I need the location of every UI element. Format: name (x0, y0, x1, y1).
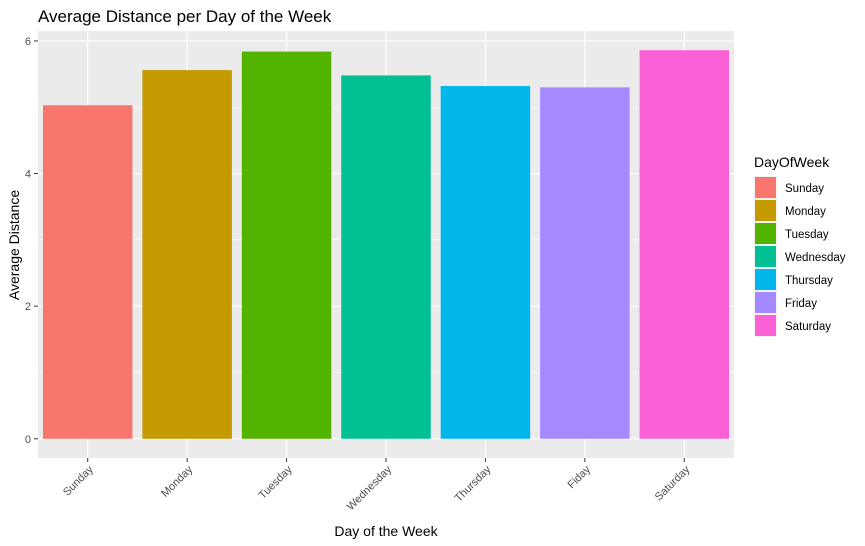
legend-label: Thursday (785, 275, 833, 287)
chart-title: Average Distance per Day of the Week (38, 7, 332, 26)
y-axis-title: Average Distance (6, 190, 22, 300)
legend-swatch (755, 200, 776, 221)
legend-swatch (755, 177, 776, 198)
x-tick-label: Tuesday (257, 463, 295, 501)
bar-saturday (639, 50, 730, 439)
legend-label: Sunday (785, 183, 824, 195)
legend: DayOfWeek Sunday Monday Tuesday Wednesday Th… (754, 154, 846, 337)
bars (42, 50, 730, 439)
bar-wednesday (341, 75, 431, 439)
x-tick-label: Fiday (565, 463, 593, 491)
y-tick-label: 0 (25, 434, 31, 446)
legend-swatch (755, 246, 776, 267)
y-tick-label: 6 (25, 36, 31, 48)
x-tick-label: Monday (159, 463, 196, 500)
legend-label: Friday (785, 298, 817, 310)
legend-swatch (755, 223, 776, 244)
y-tick-label: 4 (25, 169, 31, 181)
legend-swatch (755, 292, 776, 313)
legend-label: Tuesday (785, 229, 829, 241)
legend-label: Wednesday (785, 252, 846, 264)
legend-swatch (755, 315, 776, 336)
x-tick-label: Wednesday (345, 463, 395, 513)
x-tick-label: Sunday (61, 463, 96, 498)
x-tick-label: Saturday (653, 463, 693, 503)
bar-tuesday (241, 51, 332, 439)
bar-thursday (440, 86, 531, 439)
bar-sunday (42, 105, 133, 439)
bar-fiday (540, 87, 630, 439)
x-axis-title: Day of the Week (334, 523, 438, 539)
y-tick-label: 2 (25, 301, 31, 313)
legend-label: Saturday (785, 321, 831, 333)
x-axis-ticks: Sunday Monday Tuesday Wednesday Thursday Fida… (61, 458, 693, 513)
y-axis-ticks: 0 2 4 6 (25, 36, 38, 446)
bar-monday (142, 70, 232, 439)
legend-title: DayOfWeek (754, 154, 830, 170)
legend-label: Monday (785, 206, 826, 218)
legend-swatch (755, 269, 776, 290)
x-tick-label: Thursday (453, 463, 494, 504)
